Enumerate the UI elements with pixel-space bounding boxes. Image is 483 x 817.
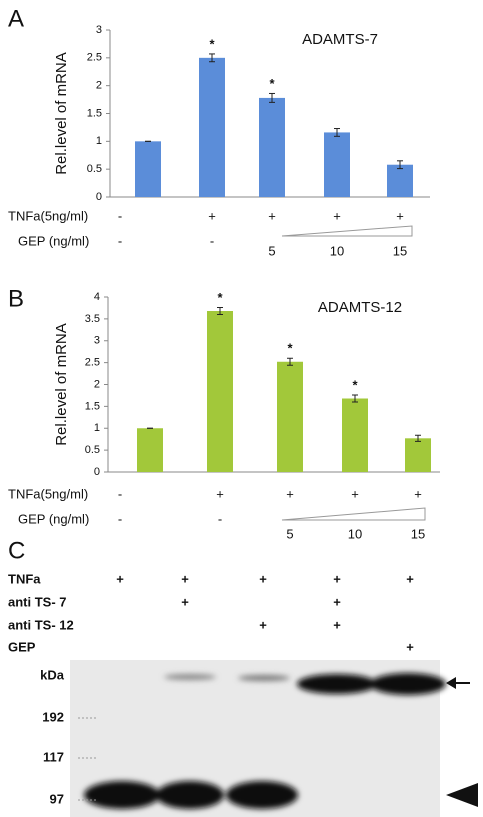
treatment-value: 15 (393, 243, 407, 258)
y-tick-label: 1.5 (87, 107, 102, 119)
treatment-value: - (118, 233, 122, 248)
significance-star: * (217, 290, 223, 305)
significance-star: * (209, 36, 215, 51)
y-tick-label: 3 (94, 335, 100, 347)
y-tick-label: 2 (96, 80, 102, 92)
y-tick-label: 1 (96, 135, 102, 147)
y-tick-label: 2 (94, 378, 100, 390)
lane-sign: + (406, 639, 414, 654)
lane-sign: + (181, 571, 189, 586)
blot-row-label: TNFa (8, 571, 41, 586)
lane-sign: + (333, 571, 341, 586)
treatment-value: + (351, 486, 359, 501)
treatment-value: + (216, 486, 224, 501)
band (370, 673, 446, 695)
panel-label: C (8, 537, 25, 564)
bar (207, 311, 233, 472)
bar (324, 132, 350, 197)
treatment-value: 5 (268, 243, 275, 258)
bar (387, 164, 413, 197)
treatment-value: + (396, 208, 404, 223)
y-tick-label: 0 (94, 466, 100, 478)
lane-sign: + (333, 594, 341, 609)
size-marker: 117 (43, 749, 64, 764)
band (164, 674, 216, 680)
treatment-value: + (286, 486, 294, 501)
blot-row-label: GEP (8, 639, 36, 654)
treatment-label: GEP (ng/ml) (18, 511, 89, 526)
panel-label: A (8, 5, 24, 32)
bar (199, 57, 225, 198)
bar (277, 361, 303, 472)
bar (135, 141, 161, 197)
bar (342, 398, 368, 472)
lane-sign: + (333, 617, 341, 632)
lane-sign: + (181, 594, 189, 609)
y-tick-label: 1 (94, 422, 100, 434)
significance-star: * (287, 341, 293, 356)
treatment-value: 5 (286, 526, 293, 541)
lane-sign: + (259, 617, 267, 632)
treatment-value: + (333, 208, 341, 223)
y-tick-label: 1.5 (85, 400, 100, 412)
treatment-label: TNFa(5ng/ml) (8, 208, 88, 223)
size-marker: 192 (42, 709, 64, 724)
arrow (446, 677, 456, 689)
band (297, 674, 377, 694)
size-marker: 97 (50, 791, 64, 806)
y-tick-label: 4 (94, 291, 100, 303)
band (156, 781, 224, 809)
y-tick-label: 2.5 (85, 357, 100, 369)
bands (84, 673, 446, 809)
treatment-value: - (218, 511, 222, 526)
treatment-value: + (208, 208, 216, 223)
y-tick-label: 2.5 (87, 52, 102, 64)
band (238, 675, 290, 681)
lane-sign: + (116, 571, 124, 586)
blot-row-label: anti TS- 12 (8, 617, 74, 632)
arrowhead (446, 783, 478, 807)
treatment-value: 10 (330, 243, 344, 258)
gradient-wedge (281, 225, 413, 237)
chart-title: ADAMTS-7 (302, 31, 378, 48)
treatment-value: + (414, 486, 422, 501)
size-marker: kDa (40, 667, 65, 682)
gradient-wedge (281, 507, 426, 521)
band (226, 781, 298, 809)
treatment-value: - (118, 511, 122, 526)
blot-row-label: anti TS- 7 (8, 594, 67, 609)
bar (405, 438, 431, 472)
treatment-value: - (118, 208, 122, 223)
y-tick-label: 0 (96, 191, 102, 203)
significance-star: * (352, 377, 358, 392)
bar (259, 97, 285, 197)
treatment-label: GEP (ng/ml) (18, 233, 89, 248)
panel-label: B (8, 285, 24, 312)
lane-sign: + (406, 571, 414, 586)
y-tick-label: 0.5 (85, 444, 100, 456)
y-tick-label: 3 (96, 24, 102, 36)
y-axis-label: Rel.level of mRNA (53, 323, 70, 446)
y-tick-label: 3.5 (85, 313, 100, 325)
treatment-value: - (118, 486, 122, 501)
band (84, 781, 160, 809)
treatment-value: 10 (348, 526, 362, 541)
treatment-label: TNFa(5ng/ml) (8, 486, 88, 501)
chart-title: ADAMTS-12 (318, 299, 402, 316)
bar (137, 428, 163, 472)
significance-star: * (269, 76, 275, 91)
treatment-value: + (268, 208, 276, 223)
y-axis-label: Rel.level of mRNA (53, 52, 70, 175)
treatment-value: 15 (411, 526, 425, 541)
lane-sign: + (259, 571, 267, 586)
y-tick-label: 0.5 (87, 163, 102, 175)
treatment-value: - (210, 233, 214, 248)
